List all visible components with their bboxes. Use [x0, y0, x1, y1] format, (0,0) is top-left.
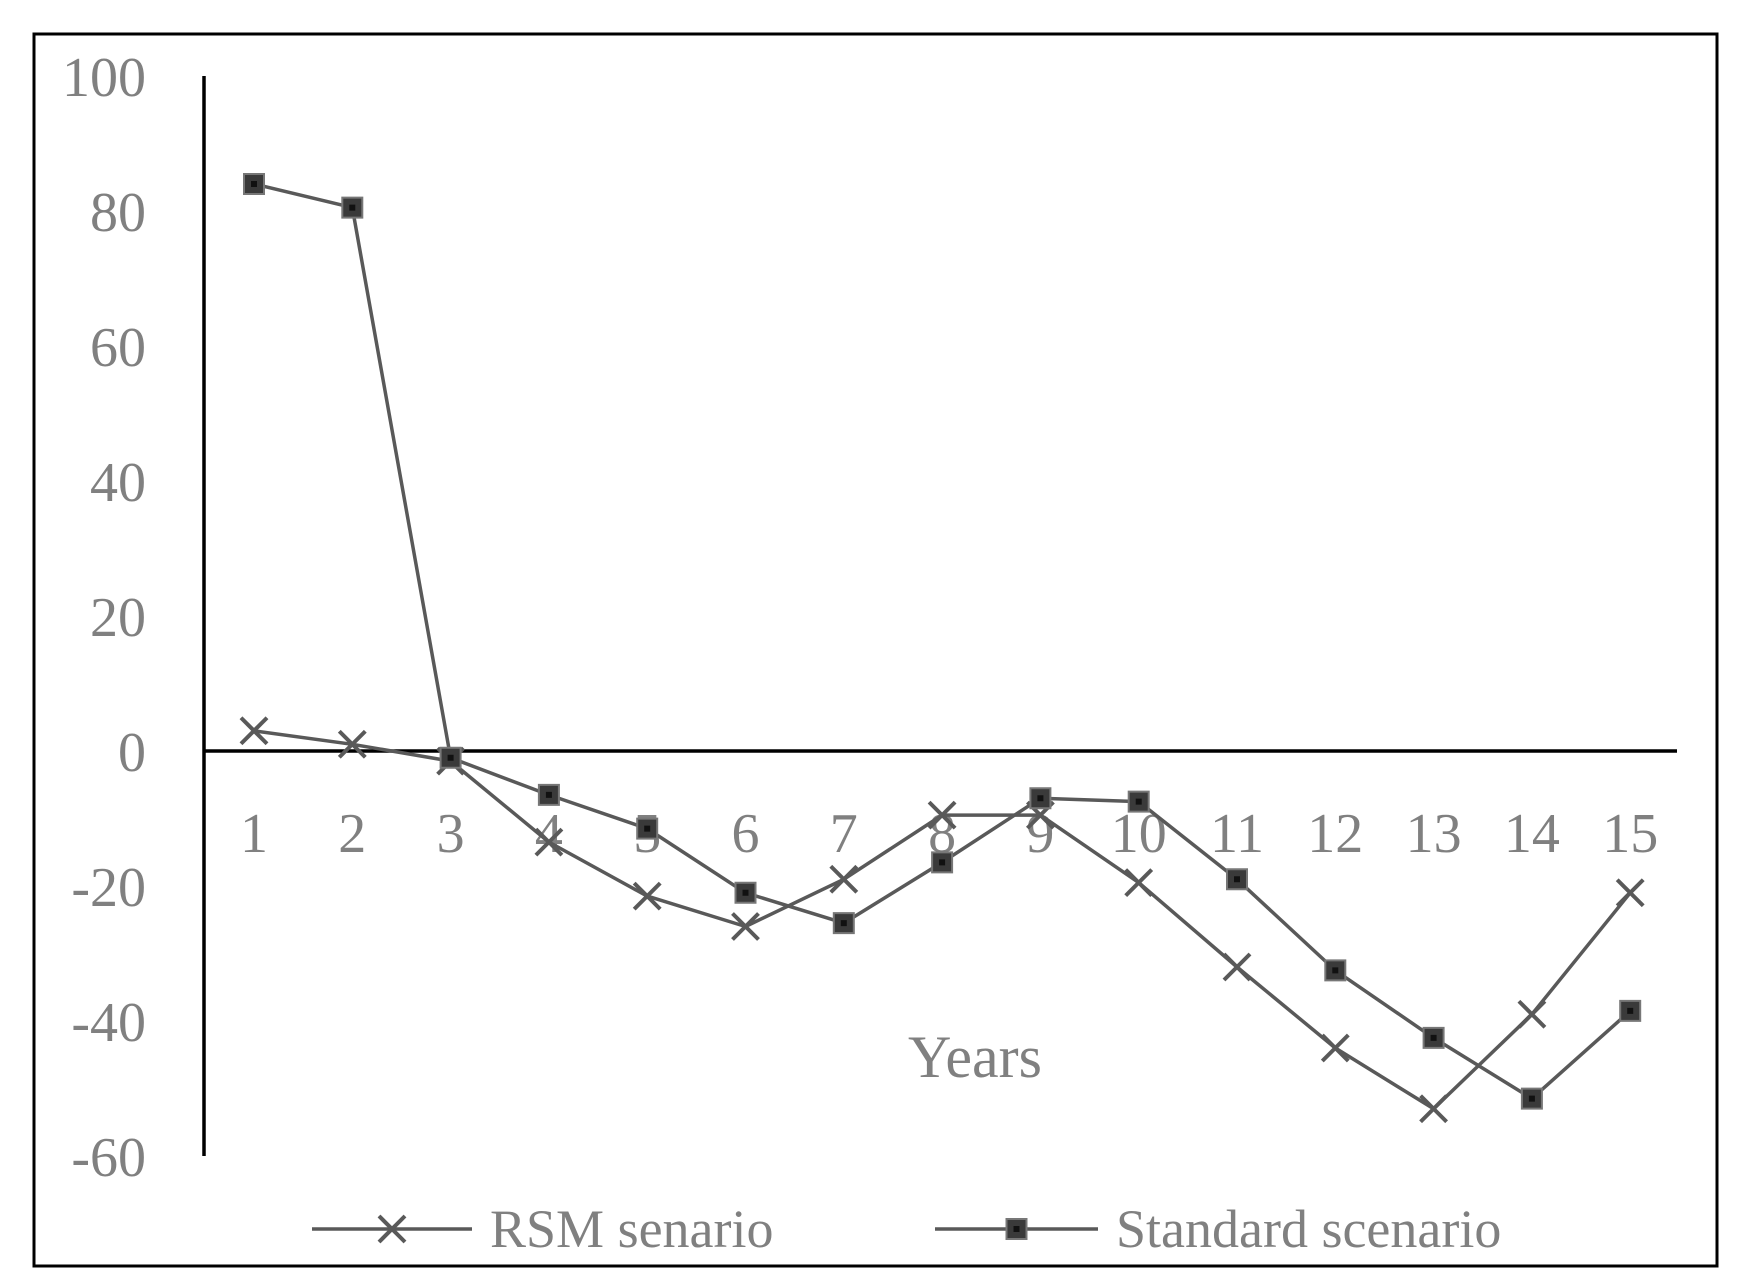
data-point — [1419, 1094, 1449, 1124]
legend-marker-square-icon — [1005, 1218, 1028, 1240]
data-point — [439, 746, 462, 769]
data-point — [243, 173, 265, 195]
data-point — [927, 800, 957, 830]
data-point — [931, 851, 954, 874]
legend-marker-x-icon — [377, 1214, 407, 1244]
x-tick-label: 12 — [1307, 803, 1363, 865]
legend-item: Standard scenario — [935, 1199, 1501, 1259]
data-point — [1517, 999, 1547, 1029]
data-point — [1320, 1033, 1350, 1063]
data-point — [636, 817, 659, 840]
chart-frame — [32, 32, 1719, 1268]
y-tick-label: 100 — [62, 47, 146, 109]
data-point — [1222, 952, 1252, 982]
y-tick-label: 0 — [118, 722, 146, 784]
y-tick-label: 80 — [90, 182, 146, 244]
x-tick-label: 13 — [1406, 803, 1462, 865]
data-point — [1520, 1087, 1543, 1110]
data-point — [1615, 878, 1645, 908]
series-standard — [243, 173, 1642, 1110]
data-point — [1127, 790, 1150, 813]
y-tick-label: 40 — [90, 452, 146, 514]
y-tick-label: -40 — [71, 992, 146, 1054]
data-point — [537, 783, 560, 806]
data-point — [341, 196, 364, 219]
data-point — [1226, 868, 1248, 891]
data-point — [731, 912, 760, 941]
x-tick-label: 11 — [1210, 803, 1264, 865]
x-tick-label: 15 — [1602, 803, 1658, 865]
data-point — [734, 881, 757, 904]
legend: RSM senario Standard scenario — [312, 1199, 1501, 1259]
data-point — [239, 716, 269, 746]
x-tick-label: 7 — [830, 803, 858, 865]
x-tick-label: 6 — [732, 803, 760, 865]
x-tick-label: 10 — [1111, 803, 1167, 865]
y-tick-labels: 100 80 60 40 20 0 -20 -40 -60 — [62, 47, 146, 1189]
data-point — [832, 912, 855, 935]
x-tick-label: 3 — [437, 803, 465, 865]
x-tick-label: 1 — [240, 803, 268, 865]
data-point — [1422, 1026, 1445, 1049]
data-point — [1324, 959, 1347, 982]
data-point — [337, 729, 367, 759]
legend-label: RSM senario — [490, 1199, 774, 1259]
data-point — [1124, 868, 1154, 898]
data-point — [1619, 999, 1642, 1022]
data-point — [1029, 787, 1052, 810]
data-point — [632, 881, 662, 911]
series-group — [239, 173, 1645, 1124]
legend-label: Standard scenario — [1116, 1199, 1501, 1259]
x-axis-title: Years — [908, 1024, 1042, 1090]
y-tick-label: 60 — [90, 317, 146, 379]
data-point — [829, 864, 859, 894]
x-tick-label: 14 — [1504, 803, 1560, 865]
y-tick-label: -20 — [71, 857, 146, 919]
y-tick-label: 20 — [90, 587, 146, 649]
legend-item: RSM senario — [312, 1199, 774, 1259]
x-tick-label: 2 — [338, 803, 366, 865]
data-point — [534, 827, 564, 857]
y-tick-label: -60 — [71, 1127, 146, 1189]
